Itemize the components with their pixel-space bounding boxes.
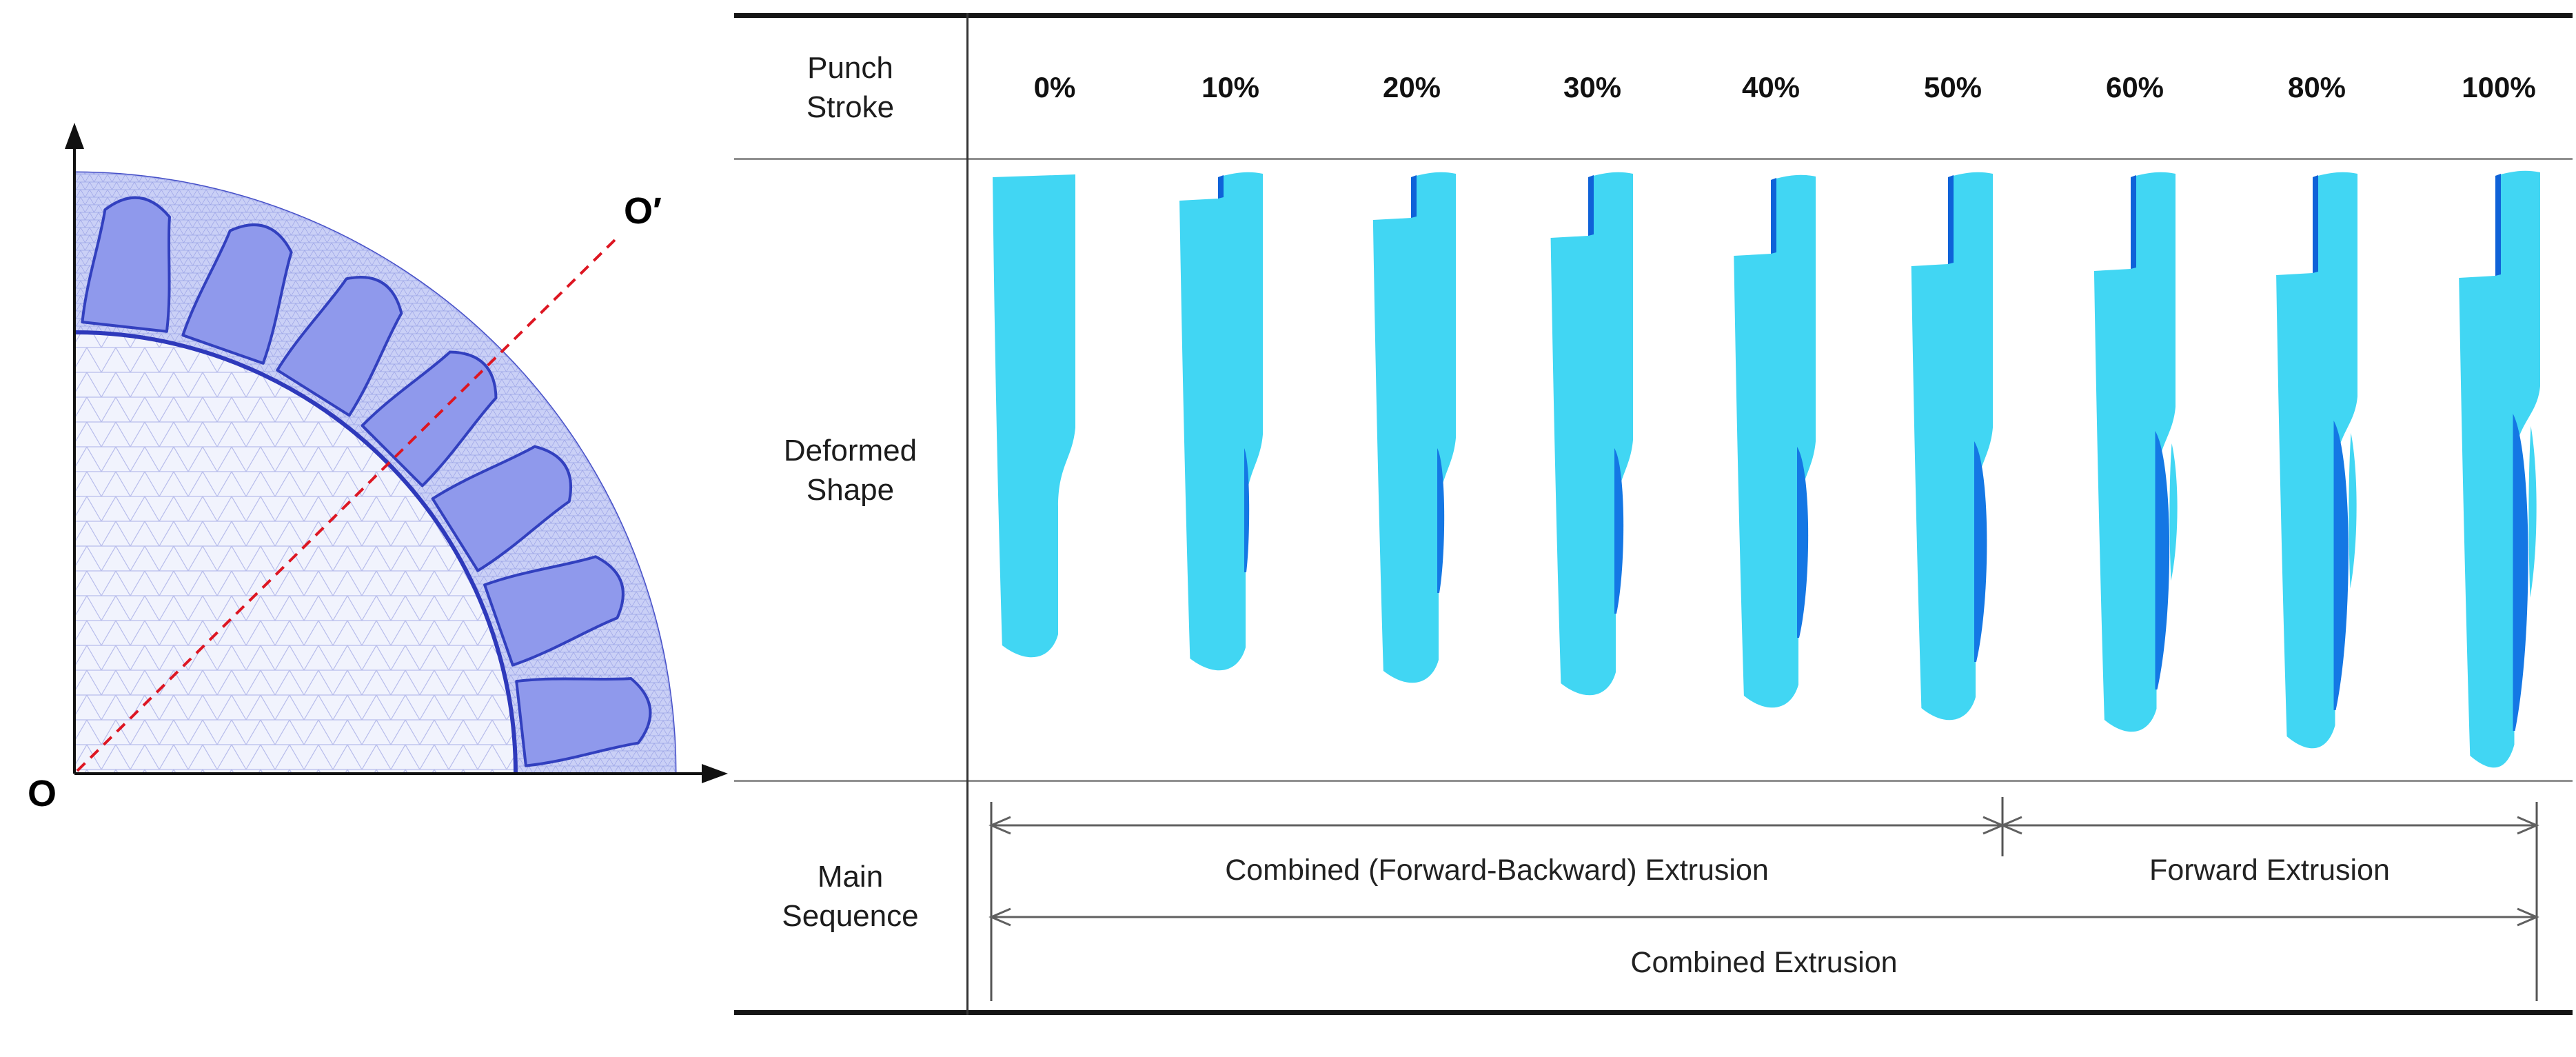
punch-stroke-value: 30% xyxy=(1563,71,1621,103)
punch-stroke-value: 50% xyxy=(1924,71,1982,103)
step-band xyxy=(2513,414,2528,731)
gear-tooth xyxy=(361,350,498,487)
billet-body xyxy=(2093,172,2176,732)
punch-stroke-value: 0% xyxy=(1034,71,1076,103)
phase-label-forward: Forward Extrusion xyxy=(2149,854,2390,887)
header-bottom-rule xyxy=(734,158,2573,160)
punch-stroke-value: 80% xyxy=(2288,71,2346,103)
arrowhead xyxy=(2517,907,2539,927)
billet-body xyxy=(993,174,1075,658)
billet-body xyxy=(1734,174,1816,708)
row-label-deformed-shape: Deformed Shape xyxy=(783,433,917,507)
billet-body xyxy=(2459,170,2540,768)
row-label-main-sequence: Main Sequence xyxy=(782,859,919,933)
deformed-shape-80% xyxy=(2276,172,2357,749)
row-label-punch-stroke: Punch Stroke xyxy=(806,51,895,124)
step-band xyxy=(1797,447,1809,638)
deformed-shape-20% xyxy=(1372,172,1456,683)
table-bottom-rule xyxy=(734,1010,2573,1015)
gear-tooth xyxy=(483,555,625,667)
step-band xyxy=(2333,421,2349,710)
arrowhead xyxy=(2000,816,2022,835)
cup-inner-wall xyxy=(1588,175,1594,236)
x-axis-arrowhead xyxy=(702,764,728,783)
billet-body xyxy=(1550,172,1633,696)
cup-inner-wall xyxy=(2313,175,2318,273)
step-band xyxy=(1437,448,1445,593)
cup-inner-wall xyxy=(2131,175,2136,269)
gear-teeth xyxy=(81,196,652,767)
phase-label-combined-overall: Combined Extrusion xyxy=(1630,946,1897,979)
deformed-shape-40% xyxy=(1734,174,1816,708)
punch-stroke-value: 20% xyxy=(1383,71,1441,103)
punch-stroke-values: 0% 10% 20% 30% 40% 50% 60% 80% 100% xyxy=(1034,71,2536,103)
arrowhead xyxy=(988,816,1011,835)
gear-tooth xyxy=(181,223,293,365)
table-column-divider xyxy=(966,13,968,1015)
punch-stroke-value: 60% xyxy=(2106,71,2164,103)
punch-stroke-value: 10% xyxy=(1201,71,1259,103)
origin-label: O xyxy=(28,773,57,814)
cup-inner-wall xyxy=(1411,175,1417,218)
step-surface-sliver xyxy=(2169,443,2178,581)
arrowhead xyxy=(988,907,1011,927)
step-surface-sliver xyxy=(2528,426,2537,598)
symmetry-line xyxy=(76,234,620,772)
deformed-shape-50% xyxy=(1911,172,1993,721)
gear-mesh-figure xyxy=(65,123,728,783)
diagonal-end-label: O′ xyxy=(624,190,662,232)
step-band xyxy=(2155,431,2170,689)
billet-body xyxy=(1372,172,1456,683)
punch-stroke-value: 40% xyxy=(1742,71,1800,103)
step-surface-sliver xyxy=(2349,433,2357,589)
billet-body xyxy=(2276,172,2357,749)
y-axis-arrowhead xyxy=(65,123,84,149)
step-band xyxy=(1614,448,1624,614)
billet-body xyxy=(1179,172,1263,671)
deformed-shape-100% xyxy=(2459,170,2540,768)
deformed-shape-30% xyxy=(1550,172,1633,696)
deformed-shape-0% xyxy=(993,174,1075,658)
gear-tooth xyxy=(276,275,403,417)
coordinate-axes xyxy=(73,146,710,775)
arrowhead xyxy=(2517,816,2539,835)
step-band xyxy=(1244,448,1250,572)
deformed-shape-60% xyxy=(2093,172,2178,732)
table-top-rule xyxy=(734,13,2573,18)
billet-body xyxy=(1911,172,1993,721)
step-band xyxy=(1974,441,1987,662)
cup-inner-wall xyxy=(1948,175,1954,264)
deformed-shape-10% xyxy=(1179,172,1263,671)
gear-tooth xyxy=(81,196,171,333)
phase-label-combined-fb: Combined (Forward-Backward) Extrusion xyxy=(1225,854,1769,887)
cup-inner-wall xyxy=(2495,174,2501,276)
gear-tooth xyxy=(431,445,573,572)
cup-inner-wall xyxy=(1218,175,1224,199)
deformed-shapes xyxy=(993,170,2540,768)
cup-inner-wall xyxy=(1771,178,1776,254)
shape-row-bottom-rule xyxy=(734,780,2573,782)
punch-stroke-value: 100% xyxy=(2462,71,2535,103)
gear-tooth xyxy=(515,677,652,767)
main-sequence-arrows: Combined (Forward-Backward) Extrusion For… xyxy=(988,797,2539,1001)
